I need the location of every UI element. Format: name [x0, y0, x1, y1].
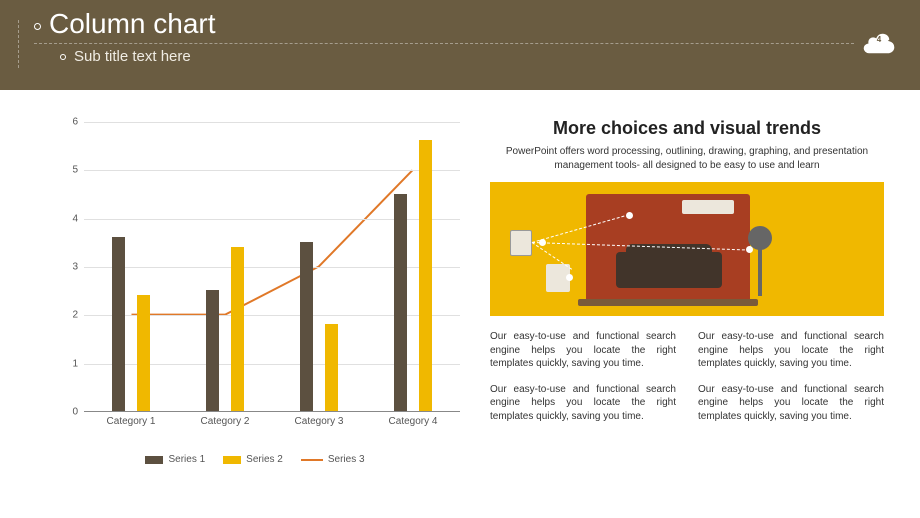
- y-axis-label: 2: [50, 310, 78, 321]
- illus-sofa: [626, 244, 712, 288]
- slide-subtitle: Sub title text here: [74, 48, 191, 65]
- illus-floor: [578, 299, 758, 306]
- chart-panel: 0 1 2 3 4 5 6 Category 1 Category 2 Category 3 Cat…: [50, 118, 460, 498]
- text-columns: Our easy-to-use and functional search en…: [490, 330, 884, 435]
- subtitle-row: Sub title text here: [60, 48, 900, 65]
- illus-fan: [748, 226, 772, 296]
- chart-legend: Series 1 Series 2 Series 3: [50, 454, 460, 465]
- subtitle-bullet-icon: [60, 54, 66, 60]
- y-axis-label: 3: [50, 262, 78, 273]
- illus-dot-icon: [626, 212, 633, 219]
- blurb-text: Our easy-to-use and functional search en…: [490, 383, 676, 424]
- section-description: PowerPoint offers word processing, outli…: [490, 145, 884, 182]
- legend-swatch: [223, 456, 241, 464]
- legend-swatch: [145, 456, 163, 464]
- legend-item: Series 2: [223, 454, 283, 465]
- illus-dot-icon: [539, 239, 546, 246]
- x-axis-label: Category 3: [295, 416, 344, 427]
- text-panel: More choices and visual trends PowerPoin…: [490, 118, 884, 498]
- legend-item: Series 1: [145, 454, 205, 465]
- legend-label: Series 1: [168, 454, 205, 465]
- text-column-left: Our easy-to-use and functional search en…: [490, 330, 676, 435]
- chart-bar: [137, 295, 150, 411]
- chart-plot-area: [84, 122, 460, 412]
- legend-swatch: [301, 459, 323, 461]
- chart-bar: [325, 324, 338, 411]
- illus-control-panel: [510, 230, 532, 256]
- page-number: 4: [860, 35, 898, 44]
- chart-bar: [394, 194, 407, 412]
- slide-title: Column chart: [49, 8, 216, 40]
- title-row: Column chart: [34, 8, 900, 40]
- chart-line: [131, 170, 412, 315]
- y-axis-label: 1: [50, 358, 78, 369]
- text-column-right: Our easy-to-use and functional search en…: [698, 330, 884, 435]
- legend-label: Series 3: [328, 454, 365, 465]
- x-axis-label: Category 4: [389, 416, 438, 427]
- legend-item: Series 3: [301, 454, 365, 465]
- chart-bar: [231, 247, 244, 411]
- illus-dot-icon: [566, 274, 573, 281]
- y-axis-label: 5: [50, 165, 78, 176]
- illus-dot-icon: [746, 246, 753, 253]
- y-axis-label: 4: [50, 213, 78, 224]
- header-vert-rule: [18, 20, 19, 68]
- grid-line: [84, 122, 460, 123]
- header-divider: [34, 43, 854, 44]
- title-bullet-icon: [34, 23, 41, 30]
- y-axis-label: 6: [50, 117, 78, 128]
- y-axis-label: 0: [50, 407, 78, 418]
- slide-header: Column chart Sub title text here 4: [0, 0, 920, 90]
- column-chart: 0 1 2 3 4 5 6 Category 1 Category 2 Category 3 Cat…: [50, 118, 460, 426]
- chart-bar: [300, 242, 313, 411]
- legend-label: Series 2: [246, 454, 283, 465]
- blurb-text: Our easy-to-use and functional search en…: [490, 330, 676, 371]
- blurb-text: Our easy-to-use and functional search en…: [698, 330, 884, 371]
- chart-bar: [206, 290, 219, 411]
- page-number-badge: 4: [860, 30, 898, 56]
- section-heading: More choices and visual trends: [490, 118, 884, 139]
- blurb-text: Our easy-to-use and functional search en…: [698, 383, 884, 424]
- chart-bar: [419, 140, 432, 411]
- illus-air-conditioner: [682, 200, 734, 214]
- x-axis-label: Category 1: [107, 416, 156, 427]
- chart-bar: [112, 237, 125, 411]
- slide-body: 0 1 2 3 4 5 6 Category 1 Category 2 Category 3 Cat…: [0, 90, 920, 518]
- x-axis-label: Category 2: [201, 416, 250, 427]
- illustration: [490, 182, 884, 316]
- grid-line: [84, 170, 460, 171]
